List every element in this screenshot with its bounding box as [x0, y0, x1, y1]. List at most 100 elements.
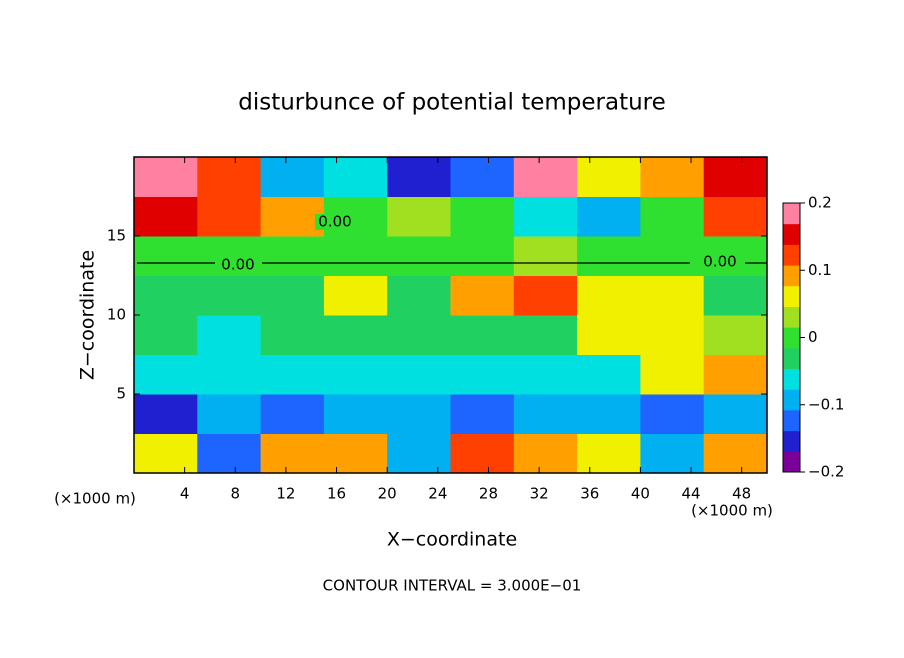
colorbar-segment — [783, 327, 800, 349]
cell — [640, 433, 705, 474]
cell — [134, 196, 198, 237]
x-tick-label: 32 — [530, 485, 549, 503]
cell — [323, 433, 388, 474]
cell — [197, 196, 262, 237]
contour-label-bg — [315, 214, 355, 230]
y-tick-label: 15 — [107, 227, 126, 245]
cell — [577, 354, 641, 395]
cell — [577, 196, 641, 237]
colorbar-segment — [783, 368, 800, 390]
cell — [323, 236, 388, 276]
cell — [450, 354, 515, 395]
y-tick-label: 5 — [116, 385, 126, 403]
cell — [260, 157, 325, 197]
cell — [134, 236, 198, 276]
cell — [134, 315, 198, 355]
cell — [260, 394, 325, 434]
cell — [387, 275, 451, 316]
cell — [640, 196, 705, 237]
cell — [260, 196, 325, 237]
x-tick-label: 16 — [327, 485, 346, 503]
cell — [640, 394, 705, 434]
cell — [134, 433, 198, 474]
cell — [323, 394, 388, 434]
cell — [450, 157, 515, 197]
cell — [387, 157, 451, 197]
x-tick-label: 36 — [580, 485, 599, 503]
cell — [387, 394, 451, 434]
x-tick-label: 4 — [180, 485, 190, 503]
cell — [450, 275, 515, 316]
x-tick-label: 28 — [479, 485, 498, 503]
cell — [197, 315, 262, 355]
colorbar-segment — [783, 265, 800, 287]
contour-label: 0.00 — [221, 256, 254, 274]
cell — [577, 433, 641, 474]
cell — [197, 354, 262, 395]
cell — [513, 236, 578, 276]
cell — [450, 315, 515, 355]
cell — [513, 196, 578, 237]
cell — [513, 354, 578, 395]
colorbar-segment — [783, 285, 800, 307]
cell — [387, 196, 451, 237]
x-tick-label: 40 — [631, 485, 650, 503]
cell — [260, 275, 325, 316]
colorbar-segment — [783, 347, 800, 370]
y-axis-label: Z−coordinate — [77, 250, 99, 380]
cell — [640, 315, 705, 355]
colorbar-segment — [783, 223, 800, 245]
cell — [513, 433, 578, 474]
colorbar-segment — [783, 203, 800, 225]
cell — [450, 394, 515, 434]
colorbar-segment — [783, 409, 800, 432]
cell — [513, 157, 578, 197]
cell — [323, 354, 388, 395]
cell — [134, 354, 198, 395]
colorbar-segment — [783, 389, 800, 411]
cell — [260, 354, 325, 395]
cell — [134, 275, 198, 316]
x-unit: (×1000 m) — [691, 502, 773, 520]
cell — [450, 196, 515, 237]
cell — [513, 394, 578, 434]
colorbar-tick-label: −0.1 — [808, 395, 844, 413]
cell — [134, 394, 198, 434]
cell — [640, 354, 705, 395]
colorbar-segment — [783, 430, 800, 452]
cell — [513, 315, 578, 355]
colorbar-segment — [783, 306, 800, 328]
x-tick-label: 20 — [378, 485, 397, 503]
cell — [260, 315, 325, 355]
colorbar-tick-label: −0.2 — [808, 463, 844, 481]
cell — [577, 394, 641, 434]
contour-label: 0.00 — [703, 253, 736, 271]
cell — [577, 315, 641, 355]
cell — [513, 275, 578, 316]
cell — [577, 236, 641, 276]
footer: CONTOUR INTERVAL = 3.000E−01 — [323, 577, 582, 595]
x-tick-label: 44 — [681, 485, 700, 503]
cell — [387, 236, 451, 276]
colorbar-segment — [783, 451, 800, 473]
chart-title: disturbunce of potential temperature — [238, 90, 666, 116]
cell — [703, 157, 768, 197]
x-tick-label: 8 — [231, 485, 241, 503]
cell — [323, 315, 388, 355]
cell — [197, 157, 262, 197]
colorbar-tick-label: 0 — [808, 328, 818, 346]
cell — [640, 236, 705, 276]
cell — [703, 433, 768, 474]
cell — [387, 315, 451, 355]
cell — [640, 275, 705, 316]
colorbar-tick-label: 0.1 — [808, 261, 832, 279]
y-tick-label: 10 — [107, 306, 126, 324]
cell — [703, 275, 768, 316]
cell — [197, 275, 262, 316]
colorbar-segment — [783, 244, 800, 266]
contour-label-bg — [218, 257, 258, 273]
cell — [387, 433, 451, 474]
cell — [260, 236, 325, 276]
cell — [323, 157, 388, 197]
